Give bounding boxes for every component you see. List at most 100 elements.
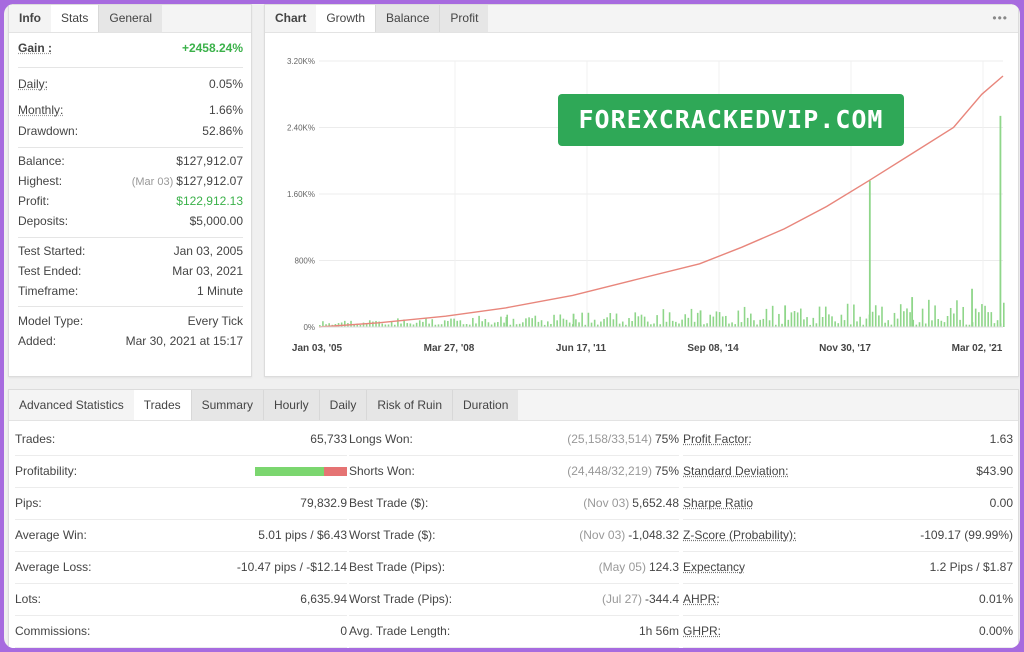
gain-label[interactable]: Gain : <box>18 41 53 55</box>
stat-detail: (25,158/33,514) <box>567 432 652 446</box>
monthly-label[interactable]: Monthly: <box>18 103 64 117</box>
volume-bar <box>718 312 721 327</box>
volume-bar <box>937 318 940 327</box>
stat-value: 75% <box>654 432 679 446</box>
tab-profit[interactable]: Profit <box>439 5 489 32</box>
stat-label[interactable]: Standard Deviation: <box>683 464 789 478</box>
stat-value: -109.17 (99.99%) <box>920 528 1013 542</box>
volume-bar <box>428 323 430 327</box>
volume-bar <box>881 306 883 327</box>
tab-duration[interactable]: Duration <box>452 390 519 420</box>
volume-bar <box>949 307 952 327</box>
volume-bar <box>403 319 405 327</box>
volume-spike-bar <box>868 180 871 327</box>
stat-label[interactable]: Profit Factor: <box>683 432 752 446</box>
profit-value: $122,912.13 <box>176 194 243 208</box>
y-tick-label: 2.40K% <box>287 124 315 133</box>
volume-bar <box>615 313 618 327</box>
volume-bar <box>849 324 852 327</box>
volume-bar <box>734 324 736 327</box>
volume-bar <box>693 321 696 327</box>
volume-bar <box>725 315 727 327</box>
stat-label[interactable]: AHPR: <box>683 592 720 606</box>
volume-bar <box>478 315 480 327</box>
volume-bar <box>584 324 587 327</box>
test-started-label: Test Started: <box>18 244 86 258</box>
stat-label[interactable]: Z-Score (Probability): <box>683 528 797 542</box>
tab-advanced-statistics[interactable]: Advanced Statistics <box>19 398 124 412</box>
stat-label: Best Trade ($): <box>349 496 429 510</box>
tab-balance[interactable]: Balance <box>375 5 440 32</box>
volume-bar <box>893 312 896 327</box>
tab-general[interactable]: General <box>98 5 163 32</box>
volume-bar <box>322 321 324 327</box>
volume-bar <box>319 325 321 327</box>
volume-bar <box>750 313 752 327</box>
volume-bar <box>487 322 490 327</box>
volume-bar <box>790 312 793 327</box>
volume-bar <box>681 319 683 327</box>
stats-panel: Info Stats General Gain : +2458.24% Dail… <box>8 4 252 377</box>
stat-label[interactable]: Expectancy <box>683 560 746 574</box>
volume-bar <box>525 318 527 327</box>
stat-value-cell: (Nov 03) 5,652.48 <box>583 487 679 519</box>
volume-bar <box>675 321 677 327</box>
stats-row: Shorts Won: (24,448/32,219) 75% <box>349 455 679 488</box>
volume-bar <box>743 306 746 327</box>
added-label: Added: <box>18 334 57 348</box>
volume-bar <box>806 317 808 327</box>
tab-info[interactable]: Info <box>19 11 41 25</box>
volume-bar <box>690 308 693 327</box>
daily-label[interactable]: Daily: <box>18 77 49 91</box>
stats-row: Sharpe Ratio 0.00 <box>683 487 1013 520</box>
volume-bar <box>490 324 493 327</box>
tab-hourly[interactable]: Hourly <box>262 390 319 420</box>
tab-daily[interactable]: Daily <box>318 390 367 420</box>
volume-bar <box>765 308 768 327</box>
volume-bar <box>359 324 362 327</box>
more-options-icon[interactable]: ••• <box>992 11 1008 25</box>
volume-bar <box>378 321 380 327</box>
volume-bar <box>984 305 986 327</box>
stats-row: Avg. Trade Length: 1h 56m <box>349 615 679 648</box>
stats-row: Pips: 79,832.9 <box>15 487 347 520</box>
stat-label[interactable]: Sharpe Ratio <box>683 496 754 510</box>
stat-value-cell: 65,733 <box>310 423 347 455</box>
volume-bar <box>899 304 902 327</box>
volume-bar <box>456 320 459 327</box>
tab-stats[interactable]: Stats <box>51 5 99 32</box>
tab-chart[interactable]: Chart <box>275 11 307 25</box>
tab-risk-of-ruin[interactable]: Risk of Ruin <box>366 390 453 420</box>
volume-bar <box>656 315 658 327</box>
volume-bar <box>853 304 855 327</box>
volume-bar <box>437 324 440 327</box>
volume-bar <box>874 305 877 327</box>
stat-value-cell: 6,635.94 <box>300 583 347 615</box>
stat-detail: (24,448/32,219) <box>567 464 652 478</box>
volume-bar <box>637 316 640 327</box>
tab-trades[interactable]: Trades <box>133 390 191 420</box>
volume-bar <box>665 321 668 327</box>
volume-bar <box>500 316 502 327</box>
volume-bar <box>372 321 374 327</box>
tab-summary[interactable]: Summary <box>190 390 263 420</box>
stat-label: Avg. Trade Length: <box>349 624 451 638</box>
volume-spike-bar <box>911 297 914 327</box>
volume-bar <box>890 324 893 327</box>
tab-growth[interactable]: Growth <box>316 5 376 32</box>
volume-bar <box>965 324 968 327</box>
profit-label: Profit: <box>18 194 50 208</box>
stats-row: Lots: 6,635.94 <box>15 583 347 616</box>
volume-bar <box>618 323 621 327</box>
stat-label[interactable]: GHPR: <box>683 624 722 638</box>
volume-bar <box>746 317 749 327</box>
volume-bar <box>581 312 583 327</box>
stat-value: 5.01 pips / $6.43 <box>258 528 347 542</box>
volume-bar <box>447 320 449 327</box>
volume-bar <box>518 323 521 327</box>
advanced-stats-panel: Advanced Statistics Trades Summary Hourl… <box>8 389 1019 648</box>
volume-bar <box>643 316 646 327</box>
stats-row: Standard Deviation: $43.90 <box>683 455 1013 488</box>
deposits-label: Deposits: <box>18 214 69 228</box>
stat-value: 1.63 <box>989 432 1013 446</box>
